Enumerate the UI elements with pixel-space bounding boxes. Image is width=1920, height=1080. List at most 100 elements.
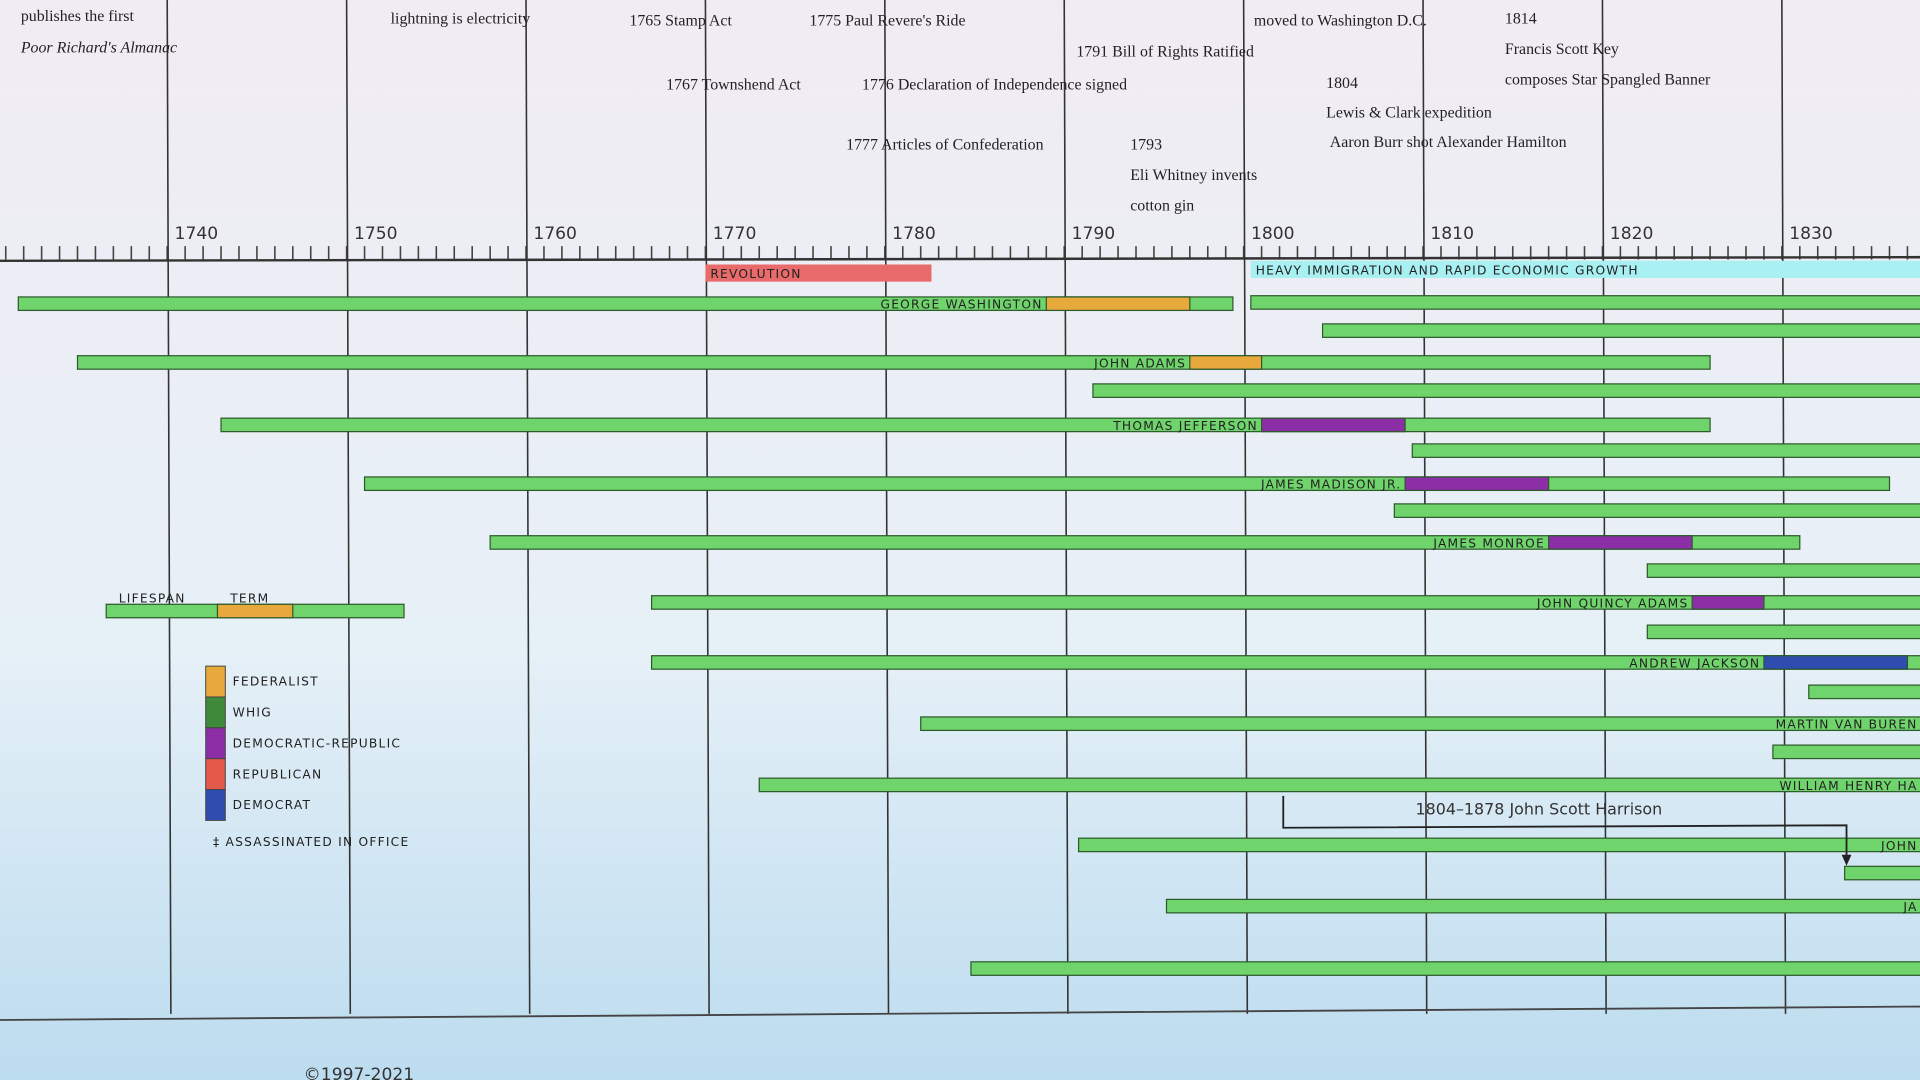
era-band <box>705 264 932 282</box>
annotation: Aaron Burr shot Alexander Hamilton <box>1330 134 1567 151</box>
legend-swatch <box>205 696 226 729</box>
lifespan-bar <box>650 595 1920 610</box>
lifespan-bar <box>758 777 1920 793</box>
lifespan-bar <box>76 355 1711 370</box>
legend-label: Democrat <box>233 798 312 812</box>
lifespan-bar <box>1092 383 1920 398</box>
x-tick-label: 1780 <box>892 224 936 244</box>
person-name: Andrew Jackson <box>1629 656 1760 670</box>
person-name: John Adams <box>1093 356 1186 370</box>
legend-label: Whig <box>233 706 272 720</box>
grid-line <box>525 0 531 1014</box>
lifespan-bar <box>1808 684 1920 700</box>
person-name: Ja <box>1902 900 1917 914</box>
footer: ©1997-2021 <box>304 1065 414 1080</box>
legend-swatch <box>205 758 226 791</box>
annotation: 1775 Paul Revere's Ride <box>809 13 965 30</box>
lifespan-bar <box>489 535 1801 550</box>
grid-line <box>166 0 172 1014</box>
annotation: Francis Scott Key <box>1505 41 1619 58</box>
annotation: composes Star Spangled Banner <box>1505 71 1711 88</box>
term-bar <box>1763 655 1909 670</box>
arrow-head <box>1841 854 1852 866</box>
lifespan-bar <box>363 476 1891 492</box>
era-label: Heavy Immigration and Rapid Economic Gro… <box>1256 263 1639 277</box>
era-label: Revolution <box>710 267 801 281</box>
person-name: James Madison Jr. <box>1260 478 1401 492</box>
grid-line <box>1063 0 1069 1014</box>
legend-swatch <box>205 727 226 760</box>
person-name: James Monroe <box>1432 536 1545 550</box>
connector <box>1282 795 1848 860</box>
axis-line <box>0 255 1920 263</box>
x-tick-label: 1800 <box>1251 224 1295 244</box>
annotation: lightning is electricity <box>391 10 531 27</box>
lifespan-bar <box>1165 898 1920 914</box>
grid-line <box>884 0 890 1014</box>
lifespan-bar <box>1772 744 1920 760</box>
lifespan-bar <box>1411 443 1920 458</box>
legend-term <box>216 603 294 619</box>
annotation: 1804 <box>1326 75 1358 92</box>
grid-line <box>345 0 352 1014</box>
annotation: 1791 Bill of Rights Ratified <box>1076 43 1254 60</box>
x-tick-label: 1830 <box>1789 224 1833 244</box>
annotation: 1804–1878 John Scott Harrison <box>1416 799 1663 818</box>
legend-label: Federalist <box>233 675 319 689</box>
lifespan-bar <box>1646 624 1920 640</box>
x-tick-label: 1790 <box>1072 224 1116 244</box>
legend-swatch <box>205 789 226 821</box>
lifespan-bar <box>17 296 1234 312</box>
annotation: moved to Washington D.C. <box>1254 13 1427 30</box>
annotation: 1765 Stamp Act <box>629 13 732 30</box>
annotation: 1793 <box>1130 136 1162 153</box>
annotation: 1814 <box>1505 10 1537 27</box>
person-name: George Washington <box>881 298 1043 312</box>
lifespan-bar <box>1646 563 1920 578</box>
x-tick-label: 1820 <box>1610 224 1654 244</box>
term-bar <box>1404 476 1550 492</box>
annotation: 1777 Articles of Confederation <box>846 136 1044 153</box>
annotation: Poor Richard's Almanac <box>20 40 177 57</box>
lifespan-bar <box>650 655 1920 670</box>
annotation: 1767 Townshend Act <box>666 76 801 93</box>
lifespan-bar <box>920 716 1920 732</box>
bottom-rule <box>0 1005 1920 1021</box>
lifespan-bar <box>1844 865 1920 881</box>
x-tick-label: 1810 <box>1430 224 1474 244</box>
legend-lifespan-label: Lifespan <box>119 591 186 605</box>
lifespan-bar <box>220 417 1711 433</box>
x-tick-label: 1740 <box>175 224 219 244</box>
lifespan-bar <box>1077 837 1920 853</box>
legend-note: ‡ Assassinated in office <box>213 835 409 849</box>
annotation: cotton gin <box>1130 198 1194 215</box>
annotation: Eli Whitney invents <box>1130 167 1257 184</box>
person-name: Thomas Jefferson <box>1112 419 1258 433</box>
person-name: William Henry Ha <box>1779 779 1917 793</box>
person-name: Martin Van Buren <box>1776 718 1918 732</box>
annotation: publishes the first <box>21 8 135 25</box>
term-bar <box>1189 355 1263 370</box>
grid-line <box>704 0 710 1014</box>
lifespan-bar <box>1393 503 1920 518</box>
term-bar <box>1548 535 1693 550</box>
x-tick-label: 1760 <box>533 224 577 244</box>
lifespan-bar <box>1250 295 1920 310</box>
content: Revolution Heavy Immigration and Rapid Ec… <box>17 8 1920 976</box>
legend-swatch <box>205 665 226 698</box>
term-bar <box>1691 595 1765 610</box>
annotation: Lewis & Clark expedition <box>1326 105 1492 122</box>
annotation: 1776 Declaration of Independence signed <box>862 76 1127 93</box>
term-bar <box>1045 296 1191 312</box>
x-tick-label: 1770 <box>713 224 757 244</box>
legend-term-label: Term <box>229 591 269 605</box>
person-name: John <box>1880 839 1918 853</box>
term-bar <box>1260 417 1406 433</box>
legend-label: Republican <box>233 767 323 781</box>
lifespan-bar <box>970 961 1920 976</box>
era-band <box>1250 260 1920 278</box>
lifespan-bar <box>1321 323 1920 338</box>
x-tick-label: 1750 <box>354 224 398 244</box>
